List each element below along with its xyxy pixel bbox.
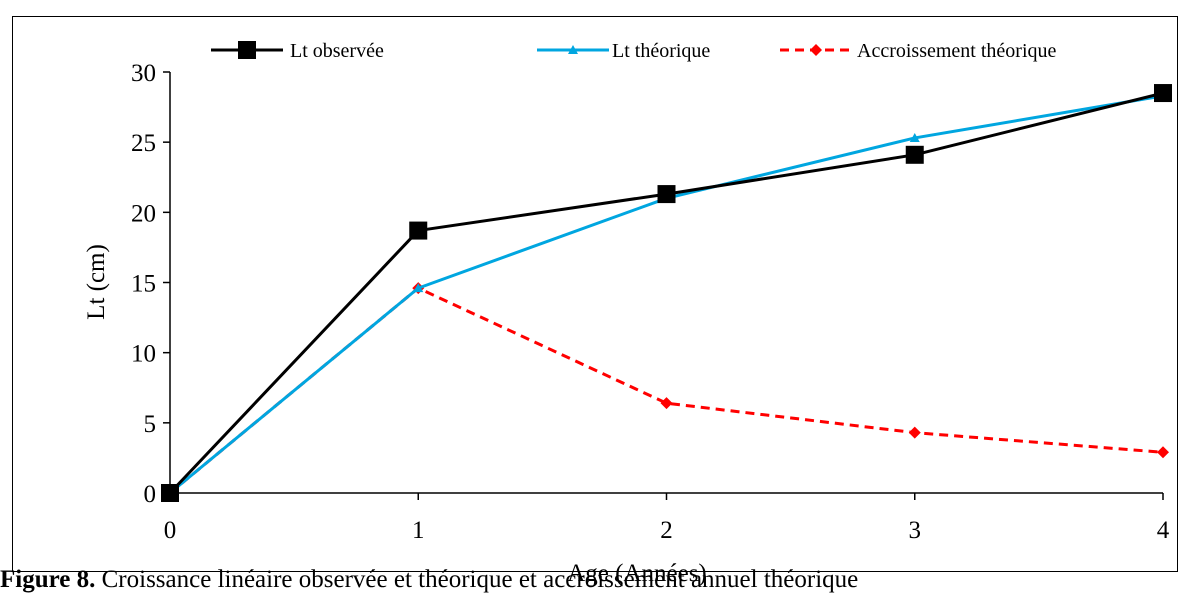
legend-swatch-marker xyxy=(238,41,256,59)
legend-swatch-marker xyxy=(810,44,822,56)
legend-swatch-marker xyxy=(568,45,578,54)
legend-label: Lt observée xyxy=(290,40,384,62)
x-tick-label: 2 xyxy=(660,517,673,544)
figure-label: Figure 8. xyxy=(0,566,96,593)
y-axis-title: Lt (cm) xyxy=(83,244,110,320)
data-point xyxy=(1157,446,1169,459)
series-triangle xyxy=(165,90,1168,497)
axes: 0 5 10 15 20 25 30 0 1 2 3 4 xyxy=(131,60,1170,544)
data-point xyxy=(660,397,673,410)
series-line xyxy=(169,286,1164,495)
series-square xyxy=(161,84,1172,502)
x-tick-label: 0 xyxy=(164,517,177,544)
figure-caption-text: Croissance linéaire observée et théoriqu… xyxy=(101,566,859,593)
y-tick-label: 5 xyxy=(144,411,157,438)
chart-frame xyxy=(12,16,1178,572)
data-point xyxy=(909,132,920,142)
x-axis-title: Age (Années) xyxy=(567,560,707,587)
figure-caption: Figure 8. Croissance linéaire observée e… xyxy=(0,566,1189,594)
y-tick-label: 20 xyxy=(131,200,156,227)
data-point xyxy=(908,426,921,439)
data-point xyxy=(1154,84,1172,103)
legend-item: Lt théorique xyxy=(537,40,710,62)
x-tick-label: 3 xyxy=(909,517,922,544)
series-line xyxy=(168,91,1164,495)
data-point xyxy=(161,484,179,502)
series-line xyxy=(169,94,1164,495)
legend-label: Lt théorique xyxy=(612,40,710,62)
data-point xyxy=(657,185,676,204)
series-layer xyxy=(161,84,1172,502)
y-tick-label: 0 xyxy=(144,481,157,508)
legend: Lt observée Lt théorique Accroissement thé… xyxy=(211,40,1056,62)
series-diamond xyxy=(164,282,1169,499)
legend-label: Accroissement théorique xyxy=(857,40,1056,62)
x-tick-label: 1 xyxy=(412,517,425,544)
data-point xyxy=(409,221,428,240)
data-point xyxy=(413,283,424,293)
y-tick-label: 10 xyxy=(131,341,156,368)
x-tick-label: 4 xyxy=(1157,517,1170,544)
legend-item: Lt observée xyxy=(211,40,384,62)
legend-item: Accroissement théorique xyxy=(780,40,1056,62)
y-tick-label: 25 xyxy=(131,130,156,157)
y-tick-label: 15 xyxy=(131,271,156,298)
y-tick-label: 30 xyxy=(131,60,156,87)
data-point xyxy=(905,145,924,164)
